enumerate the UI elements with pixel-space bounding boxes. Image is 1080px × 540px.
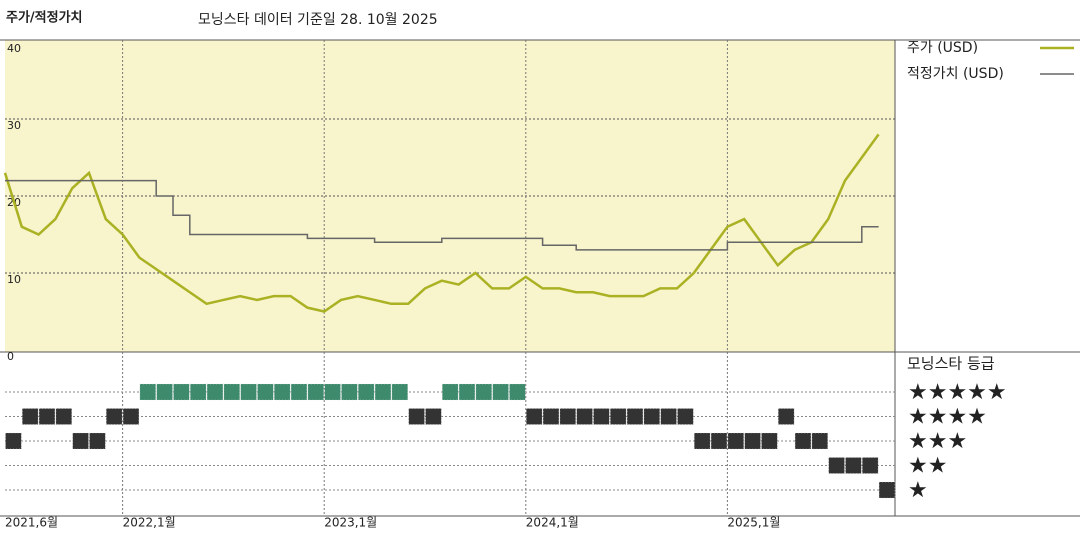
rating-bar [324,383,341,401]
rating-bar [576,408,593,425]
rating-bar [845,457,862,474]
rating-bar [106,408,123,425]
rating-bar [425,408,442,425]
series-line [5,179,879,251]
rating-bar [122,408,140,425]
y-tick-label: 10 [7,273,21,286]
rating-bar [525,408,543,425]
x-tick-label: 2023,1월 [324,516,377,530]
rating-bar [156,383,173,401]
rating-label: ★★★★★ [908,380,1007,405]
rating-bar [374,383,392,401]
rating-bar [693,432,711,450]
rating-bar [190,383,207,401]
rating-bar [341,383,358,401]
rating-bar [744,432,761,450]
rating-bar [441,383,459,401]
rating-bar [257,383,274,401]
chart-title: 주가/적정가치 [6,10,83,26]
rating-bar [794,432,812,450]
rating-bar [357,383,375,401]
rating-bar [290,383,308,401]
rating-bar [727,432,745,450]
rating-bar [542,408,560,425]
rating-bar [677,408,694,425]
rating-bar [509,383,526,401]
legend-label: 적정가치 (USD) [907,66,1004,82]
rating-bar [777,408,795,425]
rating-bar [89,432,106,450]
x-tick-label: 2021,6월 [5,516,58,530]
rating-bar [273,383,291,401]
x-tick-label: 2022,1월 [123,516,176,530]
rating-bar [761,432,778,450]
rating-bar [307,383,324,401]
rating-bar [475,383,492,401]
rating-bar [206,383,224,401]
rating-bar [21,408,39,425]
rating-bar [609,408,627,425]
chart-subtitle: 모닝스타 데이터 기준일 28. 10월 2025 [198,12,438,28]
rating-bar [391,383,408,401]
x-tick-label: 2025,1월 [727,516,780,530]
rating-bar [626,408,644,425]
rating-bar [458,383,476,401]
rating-bar [55,408,73,425]
rating-bar [173,383,190,401]
y-tick-label: 0 [7,350,14,363]
rating-bar [811,432,829,450]
rating-bar [660,408,677,425]
rating-bar [643,408,661,425]
rating-bar [240,383,257,401]
rating-bar [559,408,577,425]
rating-bar [861,457,879,474]
y-tick-label: 40 [7,42,21,55]
rating-bar [593,408,610,425]
rating-bar [492,383,509,401]
rating-bar [710,432,728,450]
rating-bar [139,383,156,401]
rating-title: 모닝스타 등급 [907,355,995,373]
rating-bar [223,383,240,401]
rating-bar [828,457,845,474]
rating-bar [38,408,56,425]
x-tick-label: 2024,1월 [526,516,579,530]
y-tick-label: 30 [7,119,21,132]
rating-label: ★ [908,478,928,503]
rating-label: ★★ [908,454,947,479]
rating-bar [5,432,22,450]
rating-label: ★★★ [908,429,967,454]
rating-bar [72,432,89,450]
rating-bar [408,408,425,425]
rating-label: ★★★★ [908,405,987,430]
rating-bar [878,481,896,499]
series-line [3,133,880,313]
legend-label: 주가 (USD) [907,40,978,56]
